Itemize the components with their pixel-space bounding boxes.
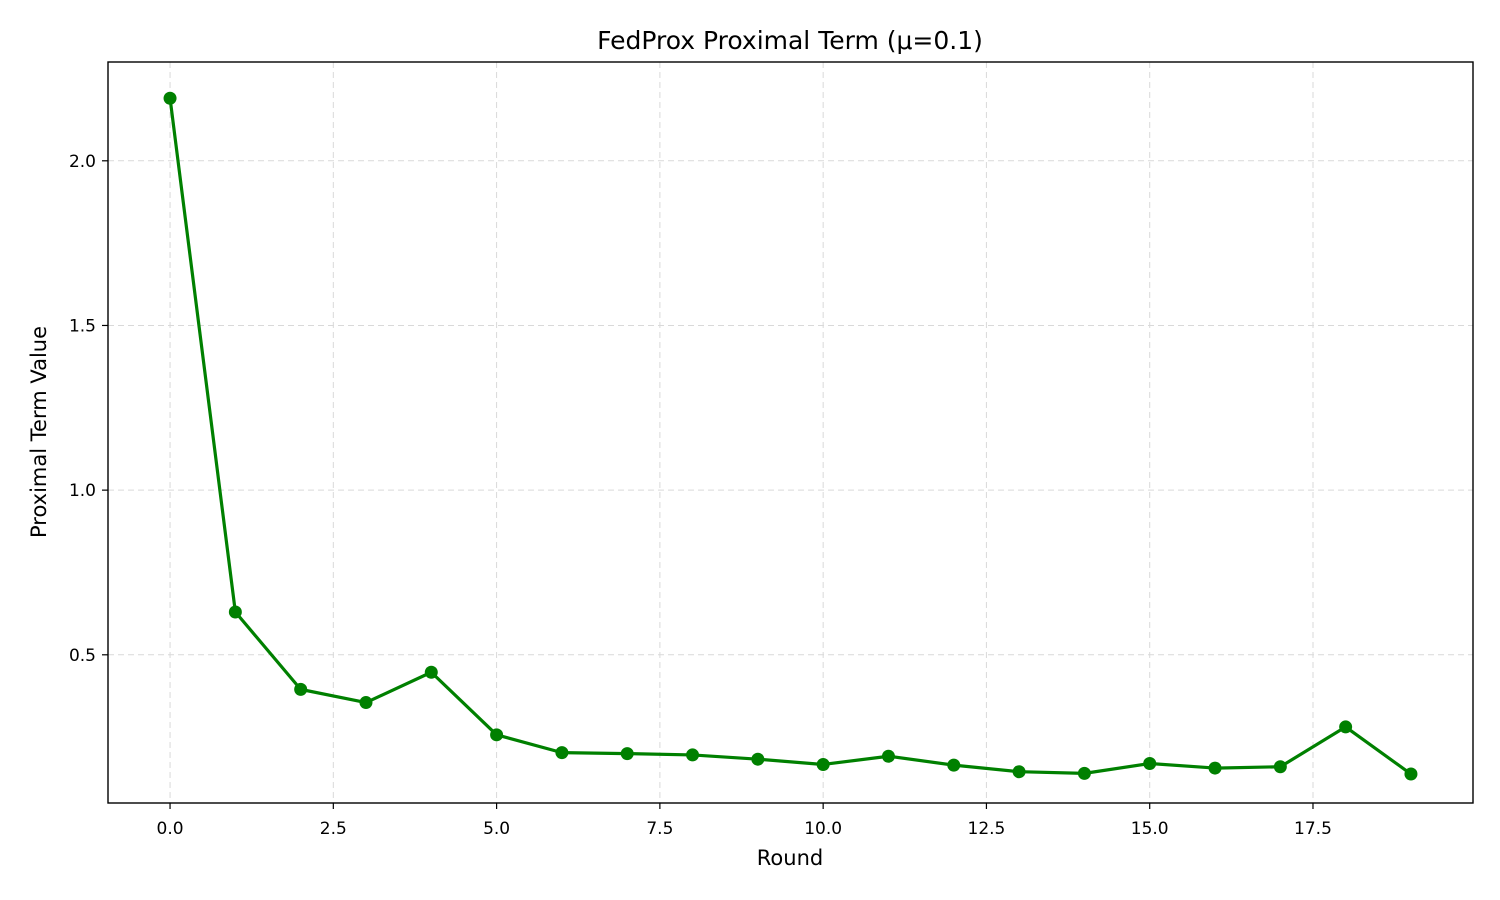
series xyxy=(163,91,1418,781)
y-tick-label: 1.0 xyxy=(69,481,96,501)
data-point xyxy=(1077,766,1091,780)
x-tick-label: 10.0 xyxy=(804,819,842,839)
x-tick-label: 7.5 xyxy=(646,819,673,839)
x-tick-label: 0.0 xyxy=(157,819,184,839)
y-tick-label: 2.0 xyxy=(69,152,96,172)
x-tick-label: 15.0 xyxy=(1131,819,1169,839)
data-point xyxy=(1143,756,1157,770)
data-point xyxy=(424,665,438,679)
x-tick-label: 2.5 xyxy=(320,819,347,839)
data-point xyxy=(294,682,308,696)
data-point xyxy=(163,91,177,105)
data-point xyxy=(947,758,961,772)
chart-title: FedProx Proximal Term (μ=0.1) xyxy=(597,26,983,55)
x-axis-label: Round xyxy=(757,846,823,870)
x-tick-label: 17.5 xyxy=(1294,819,1332,839)
data-point xyxy=(751,752,765,766)
plot-area-frame xyxy=(107,61,1474,804)
y-tick-label: 0.5 xyxy=(69,646,96,666)
data-point xyxy=(686,748,700,762)
data-point xyxy=(620,747,634,761)
data-point xyxy=(490,728,504,742)
data-point xyxy=(816,757,830,771)
data-point xyxy=(1012,765,1026,779)
data-point xyxy=(881,749,895,763)
data-point xyxy=(1273,760,1287,774)
y-tick-label: 1.5 xyxy=(69,316,96,336)
data-point xyxy=(555,746,569,760)
data-point xyxy=(359,696,373,710)
x-tick-label: 5.0 xyxy=(483,819,510,839)
data-point xyxy=(228,605,242,619)
series-line xyxy=(168,96,1413,776)
grid xyxy=(108,62,1473,803)
data-point xyxy=(1208,761,1222,775)
data-point xyxy=(1404,767,1418,781)
data-point xyxy=(1339,720,1353,734)
ticks: 0.0 2.5 5.0 7.5 10.0 12.5 15.0 17.5 0.5 1.0 1.5 2.0 xyxy=(69,152,1332,839)
x-tick-label: 12.5 xyxy=(968,819,1006,839)
y-axis-label: Proximal Term Value xyxy=(27,326,51,538)
